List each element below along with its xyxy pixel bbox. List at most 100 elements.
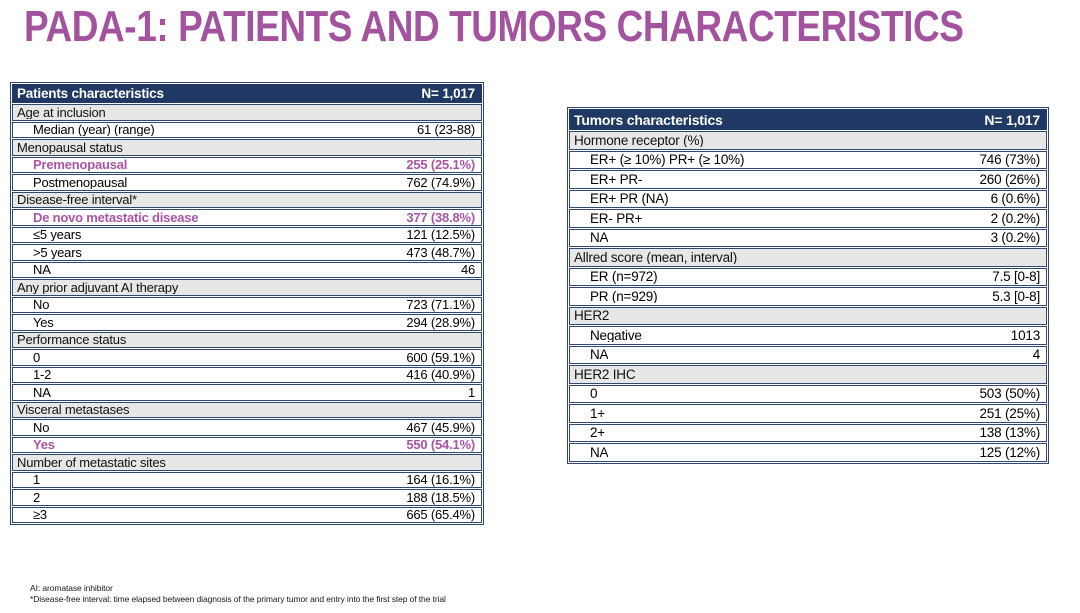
footnote-dfi: *Disease-free interval: time elapsed bet…: [30, 594, 446, 605]
row-value: 467 (45.9%): [406, 419, 475, 435]
section-row: Visceral metastases: [12, 401, 482, 418]
table-row: ≤5 years 121 (12.5%): [12, 226, 482, 243]
row-value: 125 (12%): [979, 444, 1041, 460]
row-label: ER- PR+: [590, 211, 643, 225]
page-title: PADA-1: PATIENTS AND TUMORS CHARACTERIST…: [24, 2, 964, 51]
footnote-ai: AI: aromatase inhibitor: [30, 583, 113, 593]
row-label: ER+ (≥ 10%) PR+ (≥ 10%): [590, 153, 745, 167]
row-value: 5.3 [0-8]: [992, 288, 1040, 304]
footnotes: AI: aromatase inhibitor *Disease-free in…: [30, 583, 446, 605]
row-value: 3 (0.2%): [990, 230, 1041, 245]
row-label: Postmenopausal: [33, 175, 128, 189]
row-value: 188 (18.5%): [406, 489, 475, 505]
row-label: Number of metastatic sites: [17, 455, 166, 469]
section-row: Menopausal status: [12, 139, 482, 156]
row-label: NA: [33, 385, 51, 399]
row-value: 600 (59.1%): [406, 349, 475, 365]
table-row: Yes 550 (54.1%): [12, 436, 482, 453]
row-label: Allred score (mean, interval): [574, 250, 738, 264]
row-value: 473 (48.7%): [406, 244, 475, 260]
table-row: 0 600 (59.1%): [12, 349, 482, 366]
section-row: Number of metastatic sites: [12, 454, 482, 471]
row-value: 46: [460, 262, 475, 278]
table-row: 1-2 416 (40.9%): [12, 366, 482, 383]
row-value: 61 (23-88): [417, 122, 475, 138]
row-label: ER+ PR (NA): [590, 192, 669, 206]
tumors-table-title: Tumors characteristics: [574, 112, 723, 127]
table-row: 0 503 (50%): [569, 384, 1047, 403]
row-label: HER2: [574, 309, 610, 323]
row-label: 1: [33, 473, 41, 487]
patients-characteristics-table: Patients characteristics N= 1,017 Age at…: [10, 82, 484, 525]
row-value: 746 (73%): [979, 152, 1041, 167]
row-label: 0: [590, 387, 598, 401]
row-label: Performance status: [17, 333, 127, 347]
row-value: 665 (65.4%): [406, 507, 475, 523]
row-value: 121 (12.5%): [406, 227, 475, 243]
table-row: Negative 1013: [569, 326, 1047, 345]
table-row: De novo metastatic disease 377 (38.8%): [12, 209, 482, 226]
table-row: 1+ 251 (25%): [569, 404, 1047, 423]
table-row: ≥3 665 (65.4%): [12, 506, 482, 523]
table-row: 1 164 (16.1%): [12, 471, 482, 488]
row-value: 762 (74.9%): [406, 174, 475, 190]
table-row: Postmenopausal 762 (74.9%): [12, 174, 482, 191]
row-label: ≥3: [33, 508, 47, 522]
table-row: NA 3 (0.2%): [569, 228, 1047, 247]
row-label: HER2 IHC: [574, 367, 636, 381]
section-row: Any prior adjuvant AI therapy: [12, 279, 482, 296]
row-label: Menopausal status: [17, 140, 123, 154]
row-value: 251 (25%): [979, 405, 1041, 421]
table-row: >5 years 473 (48.7%): [12, 244, 482, 261]
table-row: NA 46: [12, 261, 482, 278]
row-label: NA: [590, 231, 609, 245]
table-row: ER (n=972) 7.5 [0-8]: [569, 267, 1047, 286]
table-row: Yes 294 (28.9%): [12, 314, 482, 331]
row-label: No: [33, 420, 50, 434]
section-row: HER2: [569, 306, 1047, 325]
table-row: ER+ PR (NA) 6 (0.6%): [569, 189, 1047, 208]
row-label: Premenopausal: [33, 158, 128, 172]
row-label: >5 years: [33, 245, 82, 259]
row-label: Disease-free interval*: [17, 193, 137, 207]
row-value: 550 (54.1%): [406, 437, 475, 453]
row-label: Negative: [590, 328, 642, 342]
row-label: NA: [590, 348, 609, 362]
row-label: ≤5 years: [33, 228, 82, 242]
row-label: ER+ PR-: [590, 172, 643, 186]
table-row: ER+ (≥ 10%) PR+ (≥ 10%) 746 (73%): [569, 150, 1047, 169]
table-row: Premenopausal 255 (25.1%): [12, 156, 482, 173]
row-label: 1+: [590, 406, 605, 420]
row-label: 2: [33, 490, 41, 504]
row-label: ER (n=972): [590, 270, 658, 284]
row-value: 294 (28.9%): [406, 314, 475, 330]
section-row: Allred score (mean, interval): [569, 248, 1047, 267]
row-value: 7.5 [0-8]: [992, 269, 1040, 284]
row-label: Yes: [33, 315, 54, 329]
row-label: 1-2: [33, 368, 52, 382]
row-label: Visceral metastases: [17, 403, 130, 417]
row-value: 164 (16.1%): [406, 472, 475, 488]
section-row: Hormone receptor (%): [569, 131, 1047, 150]
row-label: 2+: [590, 426, 605, 440]
table-row: Median (year) (range) 61 (23-88): [12, 121, 482, 138]
tumors-characteristics-table: Tumors characteristics N= 1,017 Hormone …: [567, 107, 1049, 464]
section-row: Age at inclusion: [12, 104, 482, 121]
table-row: PR (n=929) 5.3 [0-8]: [569, 287, 1047, 306]
row-label: Age at inclusion: [17, 105, 106, 119]
row-label: Median (year) (range): [33, 123, 155, 137]
table-row: 2+ 138 (13%): [569, 423, 1047, 442]
table-row: 2 188 (18.5%): [12, 489, 482, 506]
row-value: 1013: [1010, 327, 1040, 343]
table-row: ER+ PR- 260 (26%): [569, 170, 1047, 189]
row-value: 2 (0.2%): [990, 210, 1041, 226]
row-value: 255 (25.1%): [406, 157, 475, 173]
row-label: No: [33, 298, 50, 312]
patients-table-title: Patients characteristics: [17, 86, 164, 101]
row-value: 377 (38.8%): [406, 209, 475, 225]
row-value: 503 (50%): [979, 386, 1041, 401]
section-row: Performance status: [12, 331, 482, 348]
row-value: 138 (13%): [979, 425, 1041, 440]
table-row: NA 1: [12, 384, 482, 401]
row-label: Any prior adjuvant AI therapy: [17, 280, 179, 294]
